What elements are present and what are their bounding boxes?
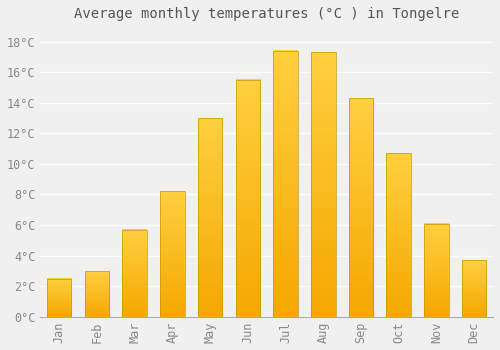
Bar [47,279,72,317]
Bar [462,260,486,317]
Bar [311,52,336,317]
Bar [122,230,147,317]
Title: Average monthly temperatures (°C ) in Tongelre: Average monthly temperatures (°C ) in To… [74,7,460,21]
Bar [386,153,411,317]
Bar [160,191,184,317]
Bar [84,271,109,317]
Bar [424,224,448,317]
Bar [236,80,260,317]
Bar [348,98,374,317]
Bar [198,118,222,317]
Bar [274,51,298,317]
